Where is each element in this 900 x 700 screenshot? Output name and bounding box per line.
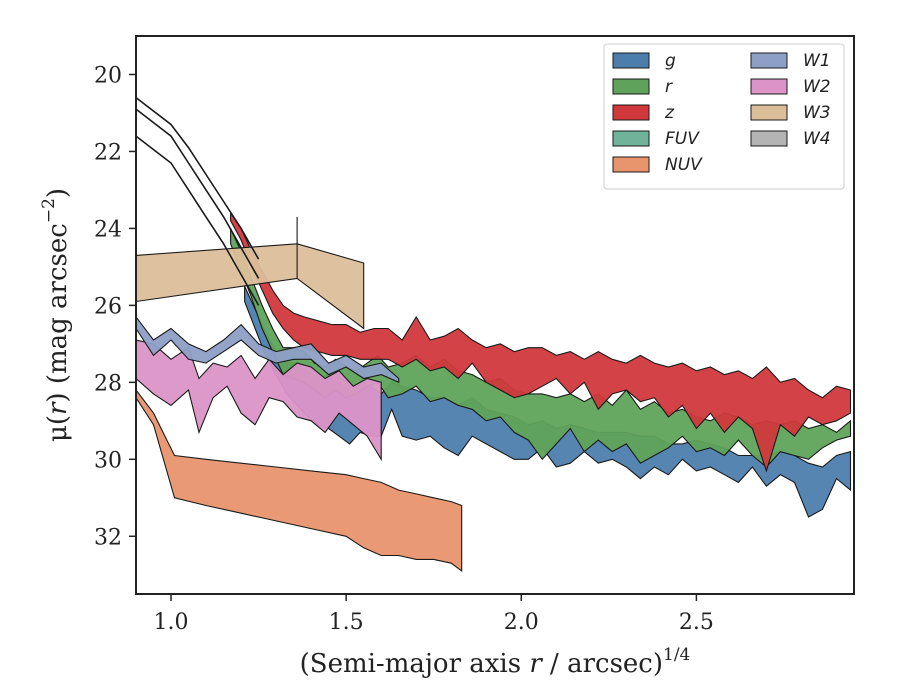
legend-label-r: r: [665, 77, 673, 97]
y-tick-label: 20: [94, 63, 122, 88]
band-z: [230, 211, 852, 473]
legend-label-fuv: FUV: [665, 129, 700, 149]
plot-bands: [136, 211, 852, 572]
legend-label-z: z: [664, 103, 675, 123]
band-nuv: [136, 389, 463, 572]
x-tick-label: 2.0: [504, 610, 539, 635]
band-w1: [136, 315, 400, 384]
legend-label-nuv: NUV: [665, 155, 703, 175]
legend-swatch-w3: [750, 104, 788, 121]
y-tick-label: 32: [94, 525, 122, 550]
profile-line-1: [136, 96, 260, 260]
plot-frame: [135, 35, 855, 595]
legend-swatch-fuv: [612, 130, 650, 147]
legend-swatch-w1: [750, 52, 788, 69]
profile-line-2: [136, 108, 260, 279]
legend-swatch-g: [612, 52, 650, 69]
y-tick-label: 22: [94, 140, 122, 165]
profile-line-3: [136, 135, 260, 306]
legend-label-w4: W4: [803, 129, 831, 149]
legend-swatch-w2: [750, 78, 788, 95]
x-axis-label: (Semi-major axis r / arcsec)1/4: [300, 645, 691, 679]
legend-label-g: g: [665, 51, 676, 71]
x-tick-label: 1.5: [329, 610, 364, 635]
legend-swatch-nuv: [612, 156, 650, 173]
band-w2: [136, 339, 382, 462]
y-tick-label: 24: [94, 217, 122, 242]
x-axis: 1.0 1.5 2.0 2.5: [154, 594, 714, 635]
y-axis: 20 22 24 26 28 30 32: [94, 63, 136, 550]
legend-label-w1: W1: [803, 51, 831, 71]
y-tick-label: 30: [94, 448, 122, 473]
legend-label-w3: W3: [803, 103, 831, 123]
y-tick-label: 28: [94, 371, 122, 396]
legend-swatch-z: [612, 104, 650, 121]
legend-swatch-r: [612, 78, 650, 95]
legend-label-w2: W2: [803, 77, 831, 97]
y-axis-label: μ(r) (mag arcsec−2): [39, 188, 73, 442]
x-tick-label: 2.5: [679, 610, 714, 635]
legend: grz FUV NUV W1 W2 W3 W4: [603, 43, 845, 190]
legend-swatch-w4: [750, 130, 788, 147]
band-g: [244, 285, 852, 518]
x-tick-label: 1.0: [154, 610, 189, 635]
plot-lines: [136, 96, 298, 306]
y-tick-label: 26: [94, 294, 122, 319]
